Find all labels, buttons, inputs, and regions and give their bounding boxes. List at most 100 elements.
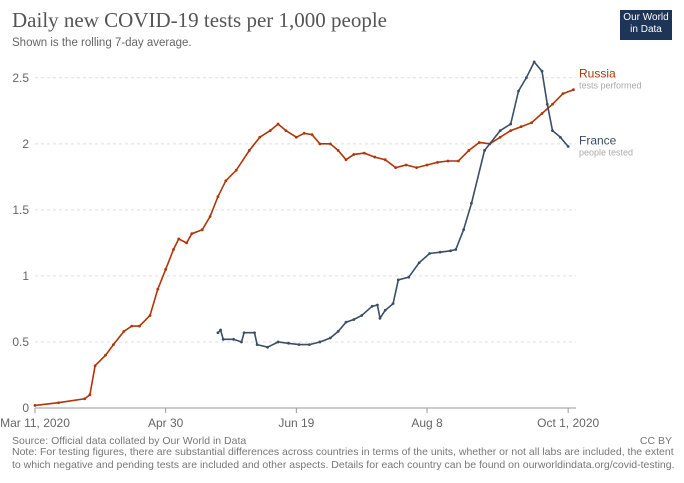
point: [216, 195, 220, 199]
point: [561, 92, 565, 96]
point: [156, 287, 160, 291]
y-tick-label: 2.5: [12, 71, 29, 85]
y-tick-label: 0.5: [12, 335, 29, 349]
point: [258, 135, 262, 139]
legend-label: France: [579, 133, 617, 147]
point: [148, 314, 152, 317]
point: [232, 337, 236, 341]
point: [375, 303, 379, 307]
point: [33, 403, 37, 407]
line: [217, 60, 569, 349]
point: [454, 248, 458, 251]
point: [208, 215, 212, 218]
point: [404, 163, 408, 167]
point: [242, 331, 246, 335]
point: [467, 149, 471, 152]
point: [310, 133, 314, 137]
point: [517, 89, 520, 93]
point: [370, 304, 374, 308]
point: [177, 237, 181, 241]
point: [328, 142, 332, 146]
point: [362, 151, 366, 155]
point: [219, 328, 222, 332]
point: [394, 166, 398, 170]
point: [498, 129, 502, 133]
logo: [620, 10, 672, 40]
point: [240, 340, 243, 344]
point: [88, 393, 92, 397]
point: [200, 228, 204, 232]
legend-label: Russia: [579, 67, 616, 81]
x-tick-label: Apr 30: [148, 416, 184, 430]
point: [172, 248, 175, 251]
point: [391, 302, 395, 306]
legend-sublabel: tests performed: [579, 81, 642, 91]
point: [532, 60, 536, 64]
point: [519, 125, 523, 129]
point: [122, 329, 126, 333]
point: [524, 76, 528, 80]
point: [449, 249, 452, 253]
point: [383, 158, 387, 162]
point: [462, 228, 466, 232]
point: [138, 324, 141, 328]
point: [297, 343, 301, 347]
point: [253, 331, 256, 335]
point: [498, 135, 502, 139]
point: [352, 318, 356, 321]
point: [164, 267, 168, 271]
point: [112, 343, 115, 347]
y-tick-label: 1.5: [12, 203, 29, 217]
x-tick-label: Jun 19: [278, 416, 314, 430]
source: Source: Official data collated by Our Wo…: [12, 435, 246, 447]
point: [428, 252, 432, 255]
x-tick-label: Aug 8: [411, 416, 443, 430]
point: [308, 343, 311, 347]
point: [287, 341, 290, 345]
point: [302, 131, 306, 135]
legend-sublabel: people tested: [579, 147, 633, 157]
point: [545, 102, 549, 106]
point: [216, 331, 220, 335]
point: [396, 278, 400, 282]
point: [336, 329, 340, 333]
point: [417, 261, 421, 265]
point: [470, 201, 473, 205]
point: [185, 241, 188, 245]
point: [477, 141, 481, 144]
point: [360, 314, 364, 317]
point: [224, 179, 228, 183]
point: [551, 129, 554, 133]
point: [93, 364, 97, 368]
point: [318, 142, 322, 146]
point: [57, 401, 60, 405]
point: [571, 88, 575, 92]
y-tick-label: 2: [22, 137, 29, 151]
point: [558, 135, 562, 139]
y-tick-label: 1: [22, 269, 29, 283]
point: [190, 232, 194, 236]
point: [438, 250, 442, 254]
point: [255, 343, 259, 347]
point: [234, 168, 238, 172]
subtitle: Shown is the rolling 7-day average.: [12, 37, 192, 49]
x-tick-label: Oct 1, 2020: [537, 416, 599, 430]
point: [344, 158, 348, 162]
point: [352, 153, 356, 156]
point: [509, 122, 513, 126]
point: [318, 340, 322, 344]
point: [130, 324, 134, 328]
point: [247, 149, 251, 152]
point: [446, 159, 450, 163]
point: [540, 69, 544, 73]
point: [436, 160, 439, 164]
point: [509, 129, 513, 133]
point: [276, 340, 280, 344]
point: [456, 159, 460, 163]
point: [344, 320, 348, 324]
point: [276, 122, 280, 126]
point: [425, 163, 429, 167]
point: [336, 149, 340, 152]
point: [83, 397, 87, 401]
